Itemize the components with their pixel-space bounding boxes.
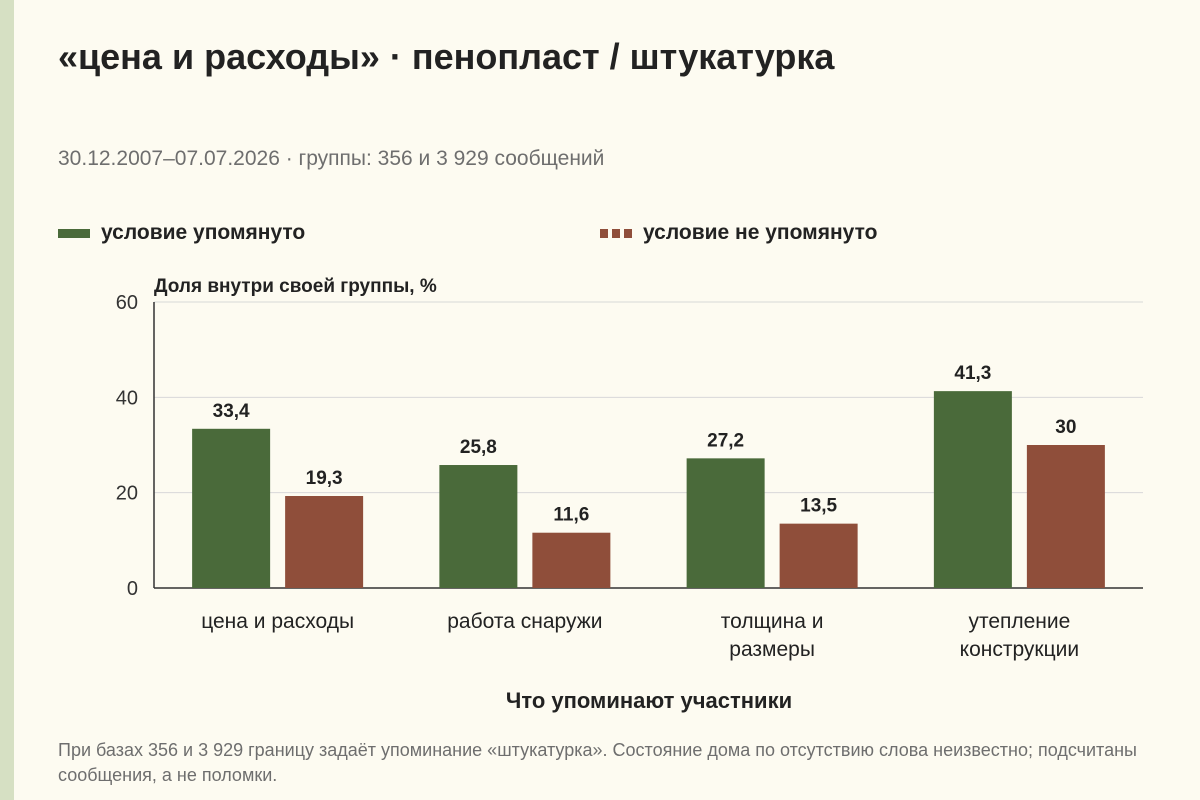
bar-chart: Доля внутри своей группы, % Что упоминаю… — [116, 276, 1143, 713]
legend-swatch-not-mentioned — [600, 228, 632, 238]
chart-title: «цена и расходы» · пенопласт / штукатурк… — [58, 36, 835, 77]
value-label-1-3: 30 — [1055, 417, 1076, 438]
legend-label-not-mentioned: условие не упомянуто — [643, 221, 878, 244]
category-label-line: размеры — [729, 638, 815, 661]
chart-subtitle: 30.12.2007–07.07.2026 · группы: 356 и 3 … — [58, 147, 605, 170]
category-label-line: толщина и — [721, 610, 824, 633]
legend-label-mentioned: условие упомянуто — [101, 221, 306, 244]
bar-not-mentioned-3 — [1026, 445, 1105, 588]
x-axis-title: Что упоминают участники — [506, 688, 792, 713]
legend-item-mentioned: условие упомянуто — [58, 220, 305, 246]
bar-mentioned-1 — [439, 465, 518, 588]
footnote: При базах 356 и 3 929 границу задаёт упо… — [58, 740, 1137, 785]
category-label-line: цена и расходы — [201, 610, 354, 633]
category-label-0: цена и расходы — [201, 610, 354, 633]
legend-swatch-mentioned — [58, 228, 90, 238]
y-tick-label-20: 20 — [116, 483, 138, 505]
value-label-1-0: 19,3 — [306, 468, 343, 489]
category-label-line: утепление — [968, 610, 1070, 633]
value-label-0-3: 41,3 — [954, 363, 991, 384]
bar-mentioned-3 — [933, 391, 1012, 588]
y-tick-label-40: 40 — [116, 387, 138, 409]
category-label-line: конструкции — [960, 638, 1079, 661]
legend-item-not-mentioned: условие не упомянуто — [600, 220, 877, 246]
y-axis-title: Доля внутри своей группы, % — [154, 276, 437, 297]
value-label-0-0: 33,4 — [213, 401, 250, 422]
y-tick-label-0: 0 — [127, 578, 138, 600]
side-stripe — [0, 0, 14, 800]
value-label-0-1: 25,8 — [460, 437, 497, 458]
value-label-0-2: 27,2 — [707, 430, 744, 451]
category-label-1: работа снаружи — [447, 610, 602, 633]
bar-not-mentioned-1 — [532, 532, 611, 588]
category-label-3: утепление конструкции — [960, 610, 1079, 661]
bar-mentioned-0 — [192, 428, 271, 588]
bar-not-mentioned-0 — [285, 496, 364, 588]
value-label-1-1: 11,6 — [553, 505, 589, 526]
category-label-2: толщина и размеры — [721, 610, 824, 661]
category-label-line: работа снаружи — [447, 610, 602, 633]
y-tick-label-60: 60 — [116, 292, 138, 314]
bar-mentioned-2 — [686, 458, 765, 588]
value-label-1-2: 13,5 — [800, 496, 837, 517]
bar-not-mentioned-2 — [779, 523, 858, 588]
